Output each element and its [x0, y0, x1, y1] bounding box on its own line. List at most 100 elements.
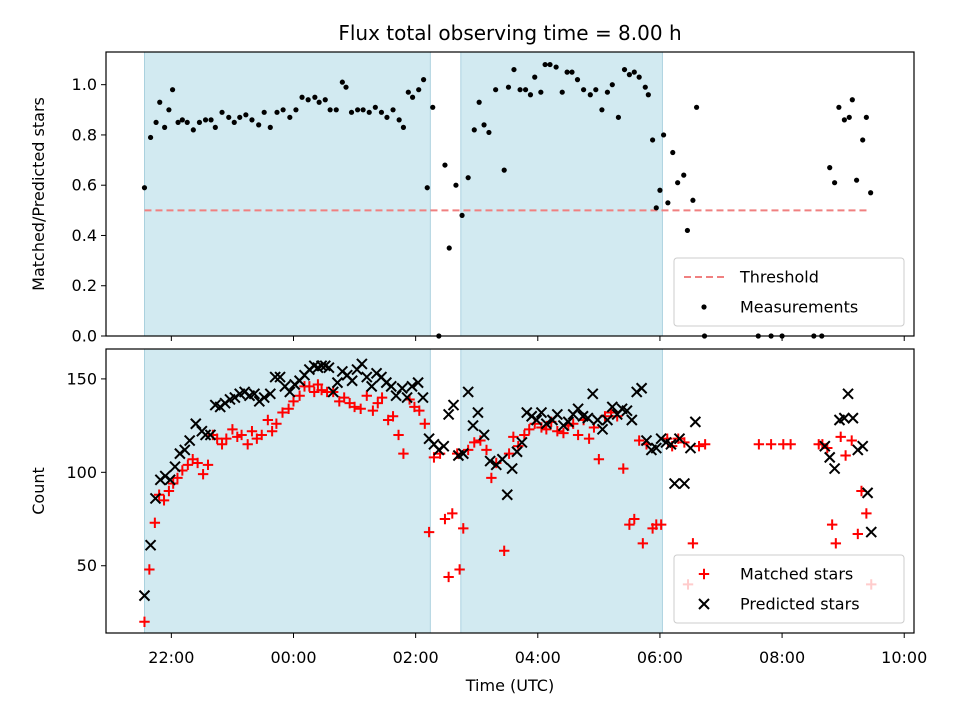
predicted-star-point: [689, 416, 702, 428]
predicted-star-point: [144, 539, 157, 551]
measurement-point: [274, 109, 280, 115]
matched-star-point: [835, 431, 846, 443]
x-tick-label: 04:00: [515, 648, 561, 667]
matched-star-point: [139, 616, 150, 627]
predicted-star-point: [572, 403, 584, 415]
observing-window-0: [144, 51, 431, 337]
measurement-point: [471, 127, 477, 133]
measurement-point: [493, 87, 499, 93]
observing-window-1: [460, 348, 663, 634]
measurement-point: [226, 114, 232, 120]
measurement-point: [599, 107, 605, 113]
matched-star-point: [294, 390, 305, 401]
matched-star-point: [519, 429, 530, 441]
matched-star-point: [182, 459, 194, 471]
predicted-star-point: [169, 461, 181, 473]
measurement-point: [196, 119, 203, 125]
matched-star-point: [398, 448, 409, 459]
measurement-point: [179, 117, 185, 123]
measurement-point: [237, 114, 243, 120]
x-tick-label: 00:00: [270, 648, 316, 667]
predicted-star-point: [535, 406, 548, 419]
measurement-point: [465, 175, 471, 181]
predicted-star-point: [472, 406, 484, 419]
matched-star-point: [288, 396, 299, 407]
measurement-point: [532, 74, 538, 80]
matched-star-point: [158, 495, 170, 506]
legend-matched-swatch: [698, 568, 710, 580]
matched-star-point: [202, 459, 214, 471]
matched-star-point: [266, 426, 278, 437]
measurement-point: [280, 107, 286, 113]
measurement-point: [615, 114, 622, 120]
legend-measurements-label: Measurements: [740, 298, 858, 317]
predicted-star-point: [412, 376, 424, 389]
measurement-point: [841, 117, 847, 123]
matched-star-point: [655, 519, 667, 530]
predicted-star-point: [819, 440, 831, 452]
measurement-point: [481, 122, 487, 128]
matched-star-point: [498, 545, 510, 556]
matched-star-point: [552, 426, 563, 437]
matched-star-point: [387, 411, 399, 422]
measurement-point: [243, 112, 249, 118]
matched-star-point: [503, 448, 515, 459]
x-tick-label: 06:00: [637, 648, 683, 667]
predicted-star-point: [164, 474, 176, 486]
predicted-star-point: [327, 386, 339, 398]
measurement-point: [684, 227, 691, 234]
matched-star-point: [338, 392, 350, 403]
measurement-point: [400, 124, 407, 130]
matched-star-point: [246, 426, 258, 437]
matched-star-point: [481, 444, 492, 456]
predicted-star-point: [199, 429, 212, 441]
matched-star-point: [637, 538, 649, 549]
predicted-star-point: [204, 429, 217, 441]
measurement-point: [287, 114, 293, 120]
predicted-star-point: [551, 408, 564, 421]
legend-threshold-label: Threshold: [739, 268, 819, 287]
measurement-point: [476, 99, 482, 105]
measurement-point: [184, 119, 190, 125]
matched-star-point: [227, 424, 238, 435]
predicted-star-point: [626, 414, 638, 426]
ratio-panel: 0.0 0.2 0.4 0.6 0.8 1.0 Matched/Predicted sta…: [29, 51, 915, 346]
matched-star-point: [572, 429, 584, 441]
matched-star-point: [349, 401, 360, 413]
measurement-point: [832, 180, 838, 186]
predicted-star-point: [838, 412, 851, 424]
predicted-star-point: [540, 418, 553, 430]
measurement-point: [355, 107, 361, 113]
x-tick-label: 22:00: [148, 648, 194, 667]
measurement-point: [564, 69, 570, 75]
measurement-point: [665, 200, 671, 206]
x-tick-label: 10:00: [881, 648, 927, 667]
matched-star-point: [439, 513, 451, 525]
measurement-point: [141, 185, 148, 191]
predicted-star-point: [601, 414, 614, 426]
ratio-y-axis-label: Matched/Predicted stars: [29, 97, 48, 291]
measurement-point: [593, 87, 599, 93]
predicted-star-point: [606, 401, 619, 413]
measurement-point: [511, 66, 517, 73]
x-tick-label: 08:00: [759, 648, 805, 667]
matched-star-point: [475, 435, 486, 446]
measurement-point: [569, 69, 575, 75]
matched-star-point: [687, 538, 699, 549]
predicted-star-point: [401, 391, 413, 404]
matched-star-point: [469, 437, 480, 448]
matched-star-point: [624, 519, 635, 530]
measurement-point: [505, 84, 512, 90]
matched-star-point: [629, 513, 640, 525]
predicted-star-point: [484, 455, 496, 467]
matched-star-point: [271, 418, 282, 429]
measurement-point: [169, 87, 176, 93]
y-tick-label: 0.0: [72, 327, 97, 346]
measurement-point: [653, 205, 659, 211]
measurement-point: [636, 74, 642, 80]
measurement-point: [316, 99, 322, 105]
measurement-point: [827, 165, 833, 171]
measurement-point: [846, 114, 852, 120]
matched-star-point: [236, 429, 247, 441]
measurement-point: [693, 104, 700, 110]
